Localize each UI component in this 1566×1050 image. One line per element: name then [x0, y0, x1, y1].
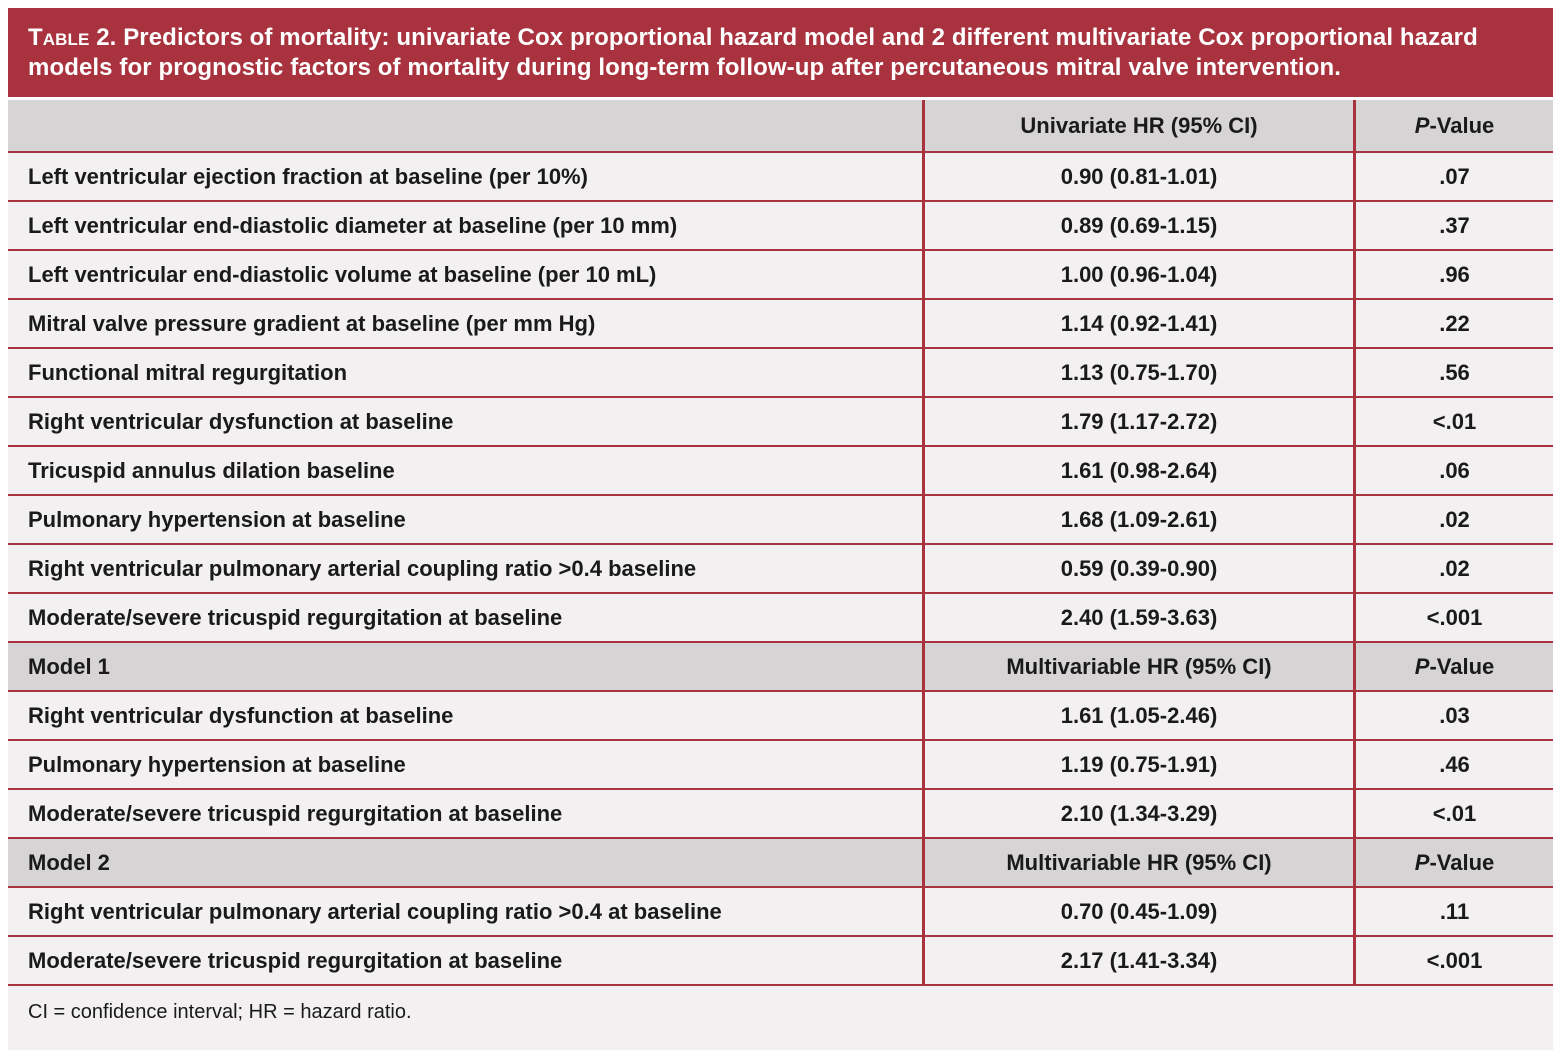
table-title-text: Predictors of mortality: univariate Cox … — [28, 24, 1478, 81]
row-label: Left ventricular ejection fraction at ba… — [28, 163, 588, 189]
model1-hr-header: Multivariable HR (95% CI) — [922, 643, 1353, 691]
table-figure: Table 2. Predictors of mortality: univar… — [8, 8, 1553, 1050]
table-row: Right ventricular pulmonary arterial cou… — [8, 886, 1553, 936]
row-p-value: <.01 — [1353, 398, 1553, 446]
row-label: Right ventricular pulmonary arterial cou… — [28, 898, 722, 924]
row-label: Right ventricular pulmonary arterial cou… — [28, 555, 697, 581]
row-label: Moderate/severe tricuspid regurgitation … — [28, 947, 563, 973]
row-hr-value: 2.10 (1.34-3.29) — [922, 790, 1353, 838]
row-label: Left ventricular end-diastolic diameter … — [28, 212, 678, 238]
row-p-value: <.01 — [1353, 790, 1553, 838]
model2-label: Model 2 — [28, 849, 110, 875]
row-hr-value: 1.13 (0.75-1.70) — [922, 349, 1353, 397]
table-row: Pulmonary hypertension at baseline 1.19 … — [8, 739, 1553, 789]
table-row: Mitral valve pressure gradient at baseli… — [8, 298, 1553, 348]
row-p-value: .06 — [1353, 447, 1553, 495]
row-label: Tricuspid annulus dilation baseline — [28, 457, 395, 483]
row-p-value: .11 — [1353, 888, 1553, 936]
row-label: Moderate/severe tricuspid regurgitation … — [28, 604, 563, 630]
row-hr-value: 0.89 (0.69-1.15) — [922, 202, 1353, 250]
table-row: Left ventricular end-diastolic volume at… — [8, 249, 1553, 299]
table-row: Left ventricular end-diastolic diameter … — [8, 200, 1553, 250]
row-p-value: .56 — [1353, 349, 1553, 397]
univariate-hr-header: Univariate HR (95% CI) — [922, 100, 1353, 152]
p-value-header: P -Value — [1353, 839, 1553, 887]
row-hr-value: 0.70 (0.45-1.09) — [922, 888, 1353, 936]
row-hr-value: 2.17 (1.41-3.34) — [922, 937, 1353, 985]
row-hr-value: 2.40 (1.59-3.63) — [922, 594, 1353, 642]
row-p-value: .02 — [1353, 496, 1553, 544]
p-rest: -Value — [1429, 653, 1495, 679]
header-empty-cell — [8, 100, 922, 151]
p-rest: -Value — [1429, 112, 1495, 138]
row-p-value: .22 — [1353, 300, 1553, 348]
row-label: Mitral valve pressure gradient at baseli… — [28, 310, 596, 336]
model1-header-row: Model 1 Multivariable HR (95% CI) P -Valu… — [8, 641, 1553, 691]
model1-label: Model 1 — [28, 653, 110, 679]
row-p-value: .96 — [1353, 251, 1553, 299]
row-hr-value: 1.79 (1.17-2.72) — [922, 398, 1353, 446]
row-label: Functional mitral regurgitation — [28, 359, 348, 385]
row-label: Moderate/severe tricuspid regurgitation … — [28, 800, 563, 826]
row-hr-value: 1.68 (1.09-2.61) — [922, 496, 1353, 544]
p-rest: -Value — [1429, 849, 1495, 875]
table-footnote: CI = confidence interval; HR = hazard ra… — [8, 984, 1553, 1050]
row-hr-value: 1.00 (0.96-1.04) — [922, 251, 1353, 299]
row-label: Pulmonary hypertension at baseline — [28, 506, 406, 532]
p-value-header: P -Value — [1353, 643, 1553, 691]
row-hr-value: 1.61 (0.98-2.64) — [922, 447, 1353, 495]
table-number-label: Table 2. — [28, 24, 117, 51]
row-hr-value: 0.90 (0.81-1.01) — [922, 153, 1353, 201]
model2-header-row: Model 2 Multivariable HR (95% CI) P -Valu… — [8, 837, 1553, 887]
row-p-value: .07 — [1353, 153, 1553, 201]
table-row: Right ventricular dysfunction at baselin… — [8, 690, 1553, 740]
p-value-header: P -Value — [1353, 100, 1553, 152]
p-italic: P — [1414, 849, 1430, 875]
table-row: Functional mitral regurgitation 1.13 (0.… — [8, 347, 1553, 397]
p-italic: P — [1414, 653, 1430, 679]
row-label: Right ventricular dysfunction at baselin… — [28, 702, 454, 728]
table-row: Moderate/severe tricuspid regurgitation … — [8, 935, 1553, 985]
row-label: Right ventricular dysfunction at baselin… — [28, 408, 454, 434]
row-p-value: .03 — [1353, 692, 1553, 740]
table-row: Moderate/severe tricuspid regurgitation … — [8, 592, 1553, 642]
table-row: Right ventricular dysfunction at baselin… — [8, 396, 1553, 446]
row-hr-value: 0.59 (0.39-0.90) — [922, 545, 1353, 593]
row-label: Pulmonary hypertension at baseline — [28, 751, 406, 777]
row-p-value: <.001 — [1353, 937, 1553, 985]
table-title: Table 2. Predictors of mortality: univar… — [8, 8, 1553, 98]
table-row: Left ventricular ejection fraction at ba… — [8, 151, 1553, 201]
row-p-value: <.001 — [1353, 594, 1553, 642]
row-hr-value: 1.61 (1.05-2.46) — [922, 692, 1353, 740]
row-hr-value: 1.19 (0.75-1.91) — [922, 741, 1353, 789]
table-row: Tricuspid annulus dilation baseline 1.61… — [8, 445, 1553, 495]
row-p-value: .02 — [1353, 545, 1553, 593]
row-p-value: .37 — [1353, 202, 1553, 250]
table-row: Pulmonary hypertension at baseline 1.68 … — [8, 494, 1553, 544]
row-hr-value: 1.14 (0.92-1.41) — [922, 300, 1353, 348]
table-row: Right ventricular pulmonary arterial cou… — [8, 543, 1553, 593]
model2-hr-header: Multivariable HR (95% CI) — [922, 839, 1353, 887]
row-p-value: .46 — [1353, 741, 1553, 789]
row-label: Left ventricular end-diastolic volume at… — [28, 261, 657, 287]
p-italic: P — [1414, 112, 1430, 138]
univariate-header-row: Univariate HR (95% CI) P -Value — [8, 100, 1553, 152]
table-row: Moderate/severe tricuspid regurgitation … — [8, 788, 1553, 838]
